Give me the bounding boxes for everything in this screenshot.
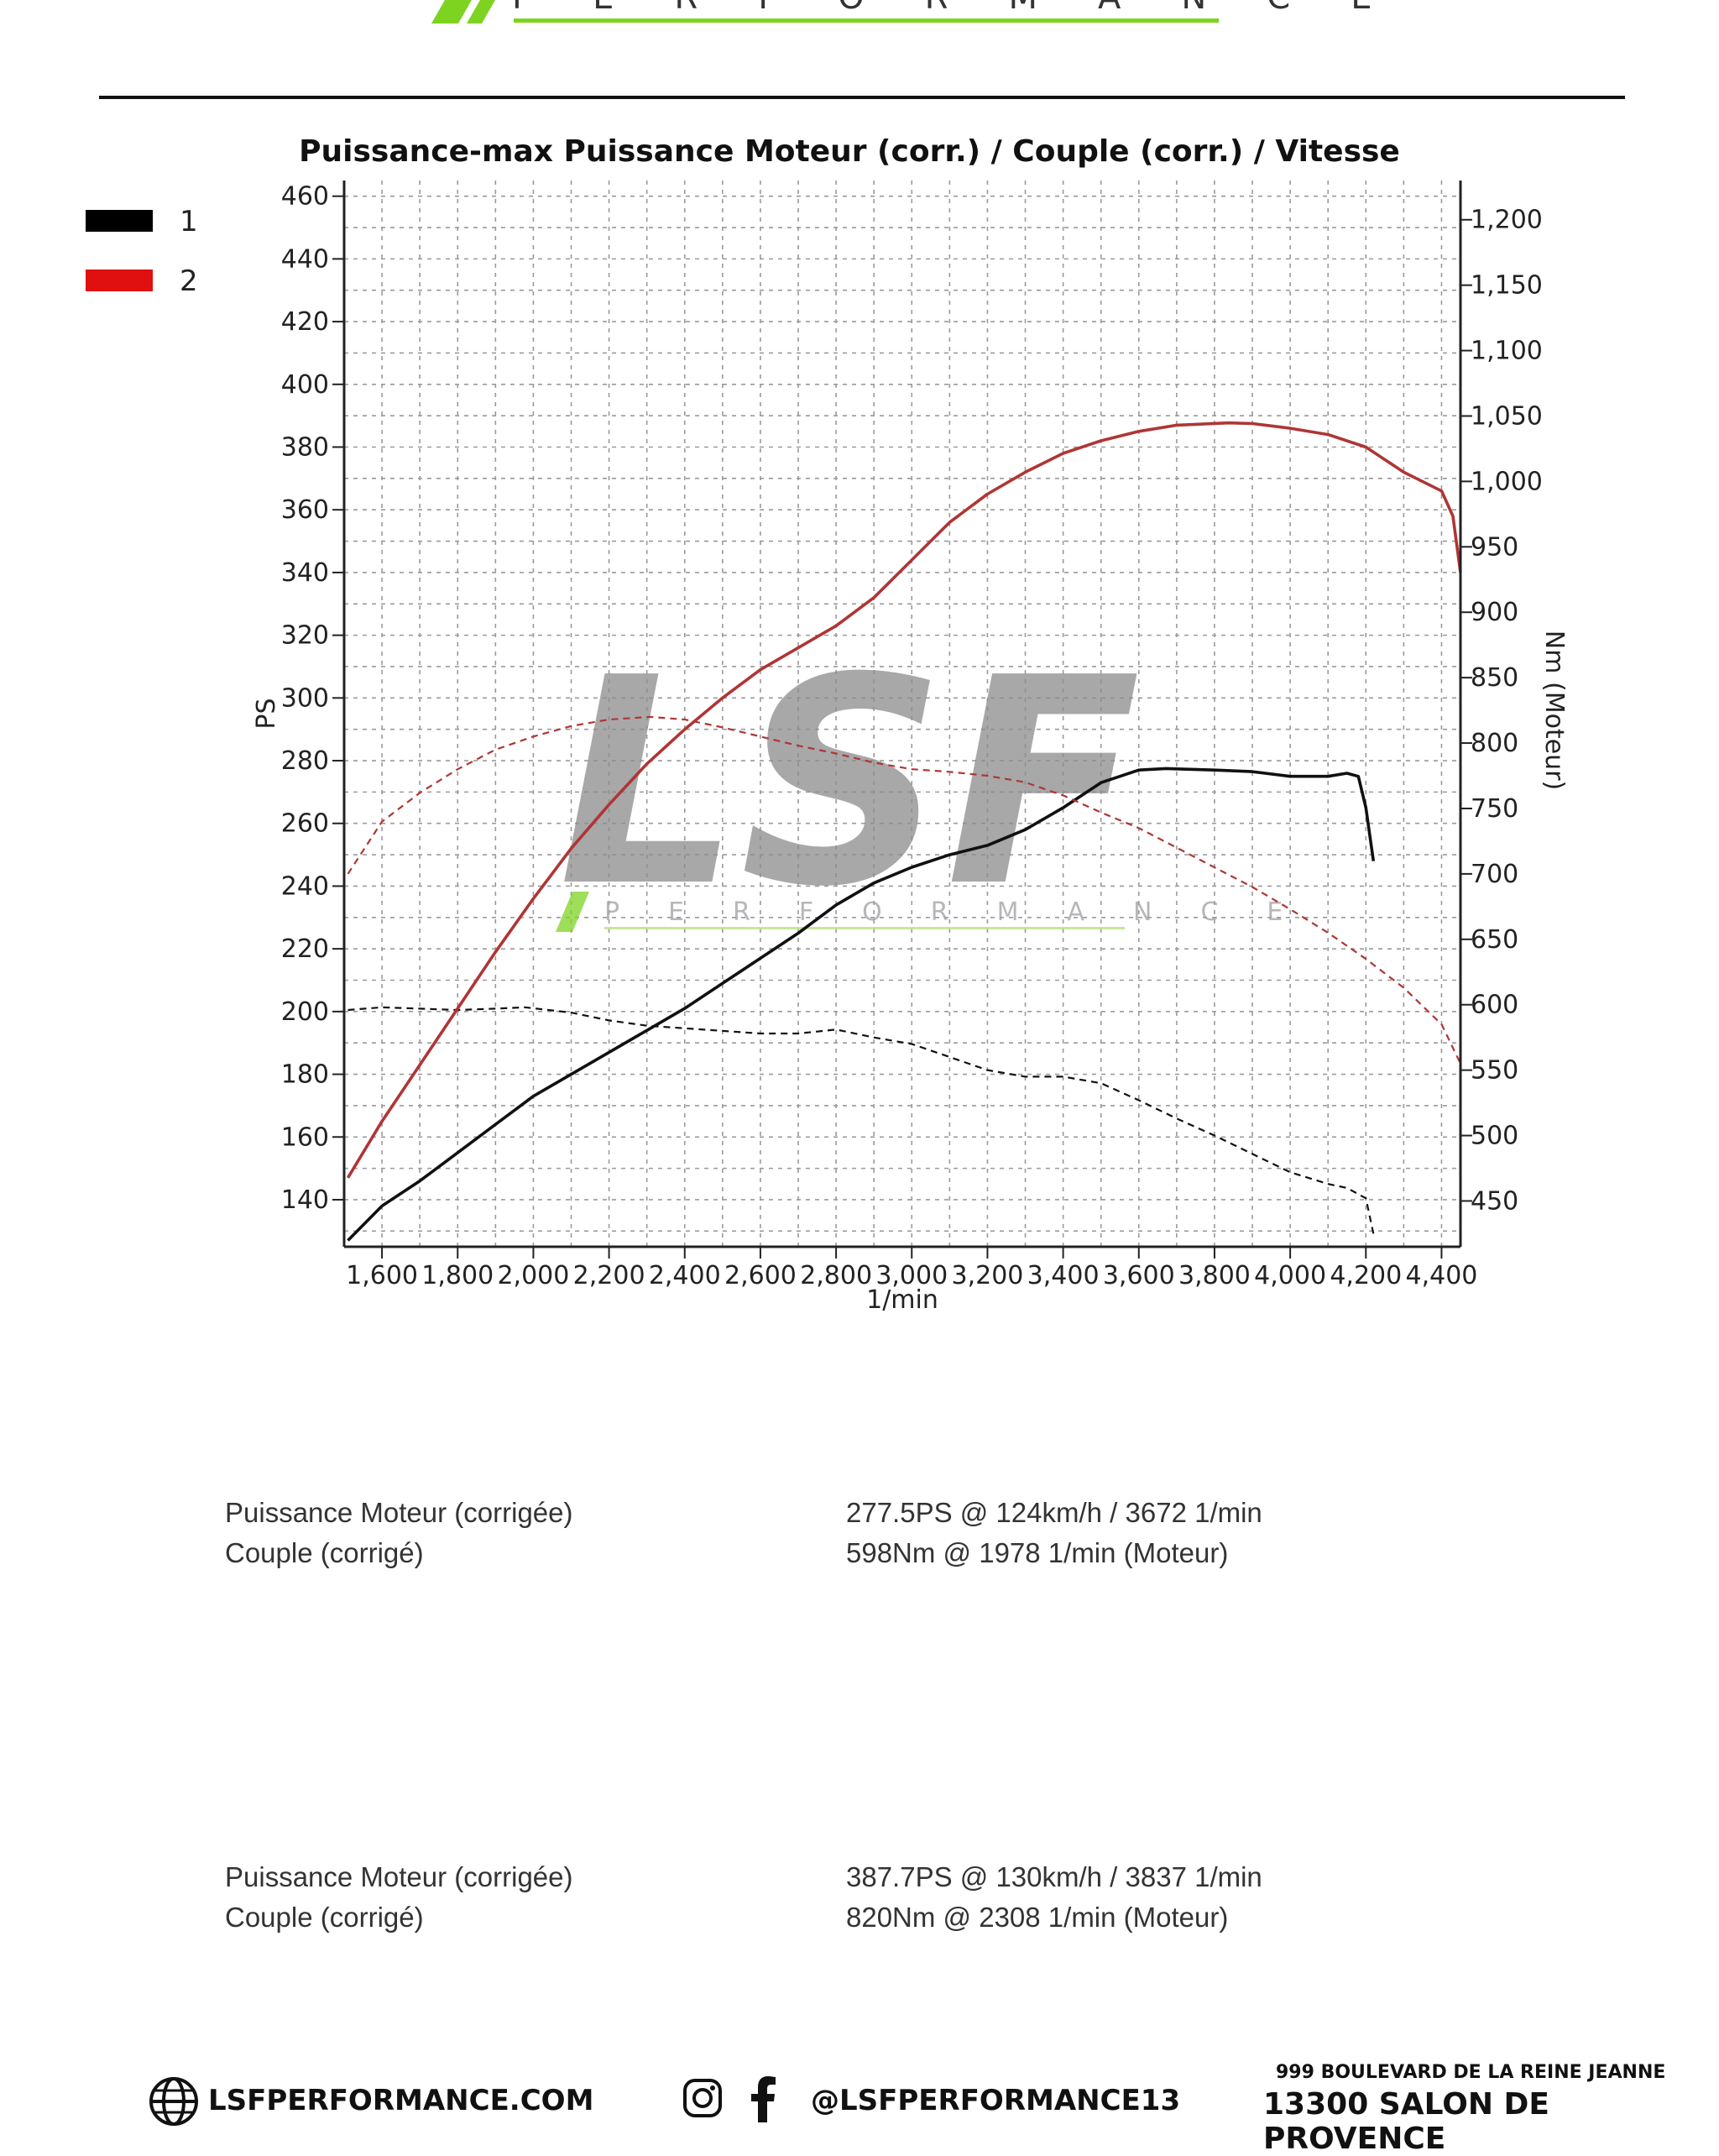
y-right-tick-label: 950 <box>1471 532 1518 562</box>
y-right-tick-label: 650 <box>1471 925 1518 955</box>
result-block-2: Puissance Moteur (corrigée) 387.7PS @ 13… <box>225 1857 1484 1938</box>
y-left-tick-label: 220 <box>281 934 329 964</box>
x-tick-label: 2,000 <box>497 1261 569 1290</box>
x-tick-label: 4,000 <box>1254 1261 1326 1290</box>
y-right-tick-label: 550 <box>1471 1056 1518 1086</box>
header-divider <box>99 96 1625 99</box>
watermark-text: LSF <box>558 617 1141 950</box>
result-torque-value: 598Nm @ 1978 1/min (Moteur) <box>846 1537 1229 1568</box>
y-left-tick-label: 160 <box>281 1122 329 1152</box>
y-left-tick-label: 280 <box>281 746 329 776</box>
series-1-power-line <box>347 767 1376 1242</box>
x-tick-label: 1,800 <box>421 1261 494 1290</box>
result-power-value: 387.7PS @ 130km/h / 3837 1/min <box>846 1861 1262 1892</box>
y-right-tick-label: 600 <box>1471 991 1518 1020</box>
footer: LSFPERFORMANCE.COM @LSFPERFORMANCE13 999… <box>0 2062 1719 2156</box>
watermark-subtitle: PERFORMANCE <box>604 897 1331 927</box>
y-right-tick-label: 700 <box>1471 860 1518 889</box>
y-left-axis-title: PS <box>252 698 281 729</box>
result-torque-label: Couple (corrigé) <box>225 1902 424 1933</box>
y-left-tick-label: 360 <box>281 495 329 525</box>
header-logo-subtitle: PERFORMANCE <box>512 0 1432 17</box>
y-right-tick-label: 1,000 <box>1471 467 1543 496</box>
y-left-tick-label: 260 <box>281 809 329 839</box>
y-right-axis-title: Nm (Moteur) <box>1539 631 1569 790</box>
y-right-tick-label: 750 <box>1471 794 1518 824</box>
result-power-row: Puissance Moteur (corrigée) 277.5PS @ 12… <box>225 1493 1484 1533</box>
result-torque-row: Couple (corrigé) 820Nm @ 2308 1/min (Mot… <box>225 1897 1484 1938</box>
x-tick-label: 3,200 <box>951 1261 1023 1290</box>
series-layer <box>346 421 1462 1242</box>
x-tick-label: 2,800 <box>800 1261 872 1290</box>
y-right-tick-label: 1,200 <box>1471 206 1543 235</box>
globe-icon <box>149 2077 198 2126</box>
y-left-tick-label: 240 <box>281 871 329 901</box>
legend-swatch-2 <box>86 270 153 291</box>
result-torque-row: Couple (corrigé) 598Nm @ 1978 1/min (Mot… <box>225 1533 1484 1573</box>
y-right-tick-label: 850 <box>1471 663 1518 693</box>
y-right-tick-label: 1,050 <box>1471 401 1543 431</box>
x-tick-label: 3,600 <box>1103 1261 1175 1290</box>
instagram-icon[interactable] <box>682 2077 724 2119</box>
series-2-power-line <box>346 421 1462 1179</box>
legend-label-2: 2 <box>180 264 198 298</box>
y-left-tick-label: 200 <box>281 997 329 1027</box>
y-left-tick-label: 460 <box>281 182 329 212</box>
header-logo: PERFORMANCE <box>431 0 1432 24</box>
y-left-tick-label: 320 <box>281 621 329 651</box>
facebook-icon[interactable] <box>749 2075 777 2122</box>
y-right-tick-label: 500 <box>1471 1122 1518 1151</box>
y-left-tick-label: 440 <box>281 244 329 274</box>
y-left-tick-label: 380 <box>281 433 329 463</box>
x-tick-label: 4,200 <box>1330 1261 1402 1290</box>
result-torque-label: Couple (corrigé) <box>225 1537 424 1568</box>
plot-frame <box>342 181 1462 1248</box>
y-left-tick-label: 180 <box>281 1060 329 1090</box>
x-tick-label: 1,600 <box>346 1261 418 1290</box>
y-left-tick-label: 340 <box>281 558 329 588</box>
x-tick-label: 3,400 <box>1027 1261 1100 1290</box>
x-tick-label: 2,200 <box>573 1261 645 1290</box>
chart-title: Puissance-max Puissance Moteur (corr.) /… <box>299 134 1400 169</box>
address-line-1: 999 BOULEVARD DE LA REINE JEANNE <box>1276 2062 1666 2083</box>
result-power-label: Puissance Moteur (corrigée) <box>225 1861 573 1892</box>
result-block-1: Puissance Moteur (corrigée) 277.5PS @ 12… <box>225 1493 1484 1573</box>
ticks: 1,600 1,800 2,000 2,200 2,400 2,600 2,800 3,000… <box>281 182 1543 1290</box>
website-link[interactable]: LSFPERFORMANCE.COM <box>208 2084 594 2117</box>
legend: 1 2 <box>86 205 198 298</box>
result-power-label: Puissance Moteur (corrigée) <box>225 1497 573 1528</box>
social-handle-link[interactable]: @LSFPERFORMANCE13 <box>811 2084 1181 2117</box>
y-left-tick-label: 420 <box>281 307 329 337</box>
y-left-tick-label: 140 <box>281 1185 329 1215</box>
x-axis-title: 1/min <box>866 1285 938 1315</box>
x-tick-label: 3,800 <box>1178 1261 1251 1290</box>
address-line-2: 13300 SALON DE PROVENCE <box>1263 2087 1549 2156</box>
x-tick-label: 2,600 <box>724 1261 797 1290</box>
y-left-tick-label: 400 <box>281 370 329 400</box>
series-2-torque-line <box>347 715 1461 1065</box>
y-right-tick-label: 1,150 <box>1471 271 1543 301</box>
legend-swatch-1 <box>86 210 153 232</box>
y-right-tick-label: 800 <box>1471 729 1518 758</box>
result-power-value: 277.5PS @ 124km/h / 3672 1/min <box>846 1497 1262 1528</box>
x-tick-label: 2,400 <box>649 1261 721 1290</box>
result-power-row: Puissance Moteur (corrigée) 387.7PS @ 13… <box>225 1857 1484 1897</box>
y-right-tick-label: 450 <box>1471 1186 1518 1216</box>
y-right-tick-label: 1,100 <box>1471 337 1543 366</box>
x-tick-label: 4,400 <box>1406 1261 1478 1290</box>
watermark-logo: LSF PERFORMANCE <box>556 617 1331 950</box>
x-tick-label: 3,000 <box>875 1261 948 1290</box>
legend-label-1: 1 <box>180 205 198 238</box>
result-torque-value: 820Nm @ 2308 1/min (Moteur) <box>846 1902 1229 1933</box>
y-left-tick-label: 300 <box>281 683 329 713</box>
y-right-tick-label: 900 <box>1471 598 1518 627</box>
